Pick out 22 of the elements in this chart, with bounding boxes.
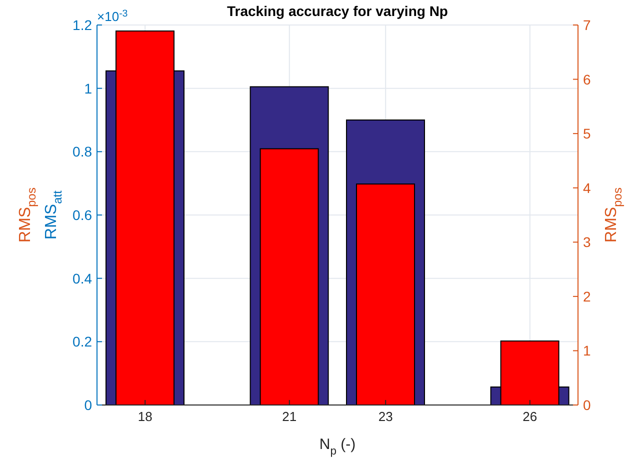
y-tick-label: 0.4 [72, 270, 92, 286]
x-tick-label: 23 [378, 409, 393, 424]
y2-tick-label: 4 [583, 180, 591, 196]
y2-tick-label: 1 [583, 342, 591, 359]
y-tick-label: 0.8 [72, 144, 92, 160]
y2-tick-label: 2 [583, 288, 591, 304]
y-tick-label: 0.6 [72, 206, 92, 223]
y-tick-label: 0 [84, 396, 92, 413]
x-tick-label: 26 [522, 409, 538, 424]
y2-tick-label: 3 [583, 234, 591, 250]
text: ×10$^{-3}$ [97, 8, 128, 24]
chart-title: Tracking accuracy for varying Np [227, 3, 448, 19]
y2-tick-label: 6 [583, 71, 591, 88]
y-tick-label: 1.2 [72, 16, 92, 33]
x-tick-label: 21 [282, 409, 297, 424]
x-axis-title: N$_{p}$ (-) [319, 436, 356, 458]
y-tick-label: 0.2 [72, 334, 92, 350]
y2-tick-label: 7 [583, 16, 591, 33]
x-tick-label: 18 [138, 409, 152, 424]
y-tick-label: 1 [84, 80, 92, 96]
y2-tick-label: 5 [583, 126, 591, 142]
y2-tick-label: 0 [583, 396, 591, 413]
